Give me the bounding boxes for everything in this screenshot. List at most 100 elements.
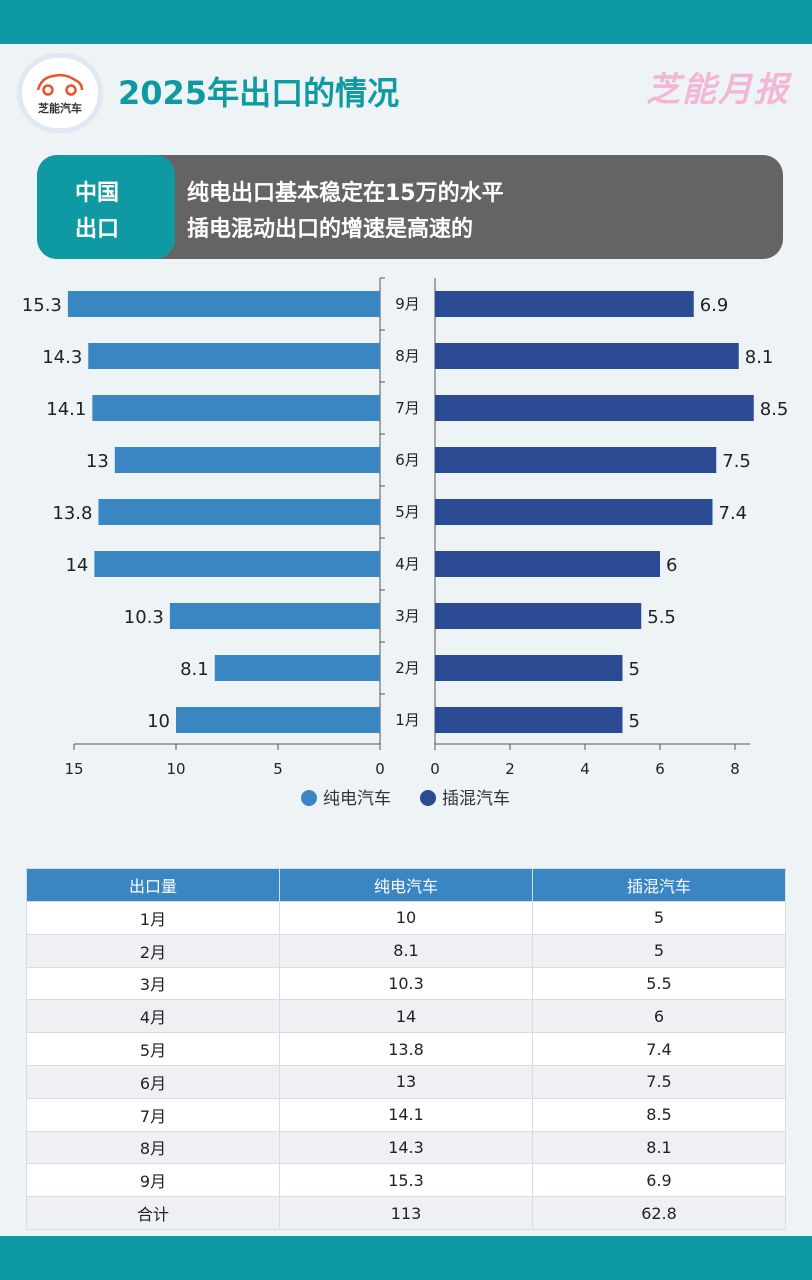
table-cell: 2月 (26, 933, 280, 968)
summary-banner: 中国 出口 纯电出口基本稳定在15万的水平 插电混动出口的增速是高速的 (37, 155, 783, 259)
car-logo-icon (36, 73, 84, 96)
phev-bar (435, 655, 623, 681)
banner-tag-line2: 出口 (75, 217, 120, 242)
brand-logo: 芝能汽车 (22, 58, 98, 128)
bev-bar (98, 499, 380, 525)
legend-phev-marker (420, 790, 436, 806)
bev-bar (88, 343, 380, 369)
table-cell: 6.9 (532, 1163, 786, 1198)
bev-data-label: 8.1 (180, 659, 209, 680)
table-cell: 8.1 (532, 1130, 786, 1165)
phev-tick-label: 2 (505, 760, 515, 778)
phev-data-label: 7.5 (722, 451, 751, 472)
bev-data-label: 13 (86, 451, 109, 472)
phev-data-label: 6.9 (700, 295, 729, 316)
phev-bar (435, 603, 642, 629)
category-label: 2月 (395, 659, 420, 677)
category-label: 3月 (395, 607, 420, 625)
table-row: 合计 113 62.8 (26, 1196, 786, 1230)
table-row: 6月 13 7.5 (26, 1064, 786, 1099)
table-cell: 5 (532, 933, 786, 968)
butterfly-bar-chart: 9月 15.3 6.9 8月 14.3 8.1 7月 14.1 8.5 6月 13 7.5 5月 13.8… (22, 277, 789, 809)
table-cell: 6月 (26, 1064, 280, 1099)
phev-bar (435, 395, 754, 421)
phev-bar (435, 499, 713, 525)
legend-bev-marker (301, 790, 317, 806)
table-row: 9月 15.3 6.9 (26, 1163, 786, 1198)
phev-data-label: 5.5 (647, 607, 676, 628)
phev-tick-label: 8 (730, 760, 740, 778)
bev-data-label: 14.3 (42, 347, 82, 368)
table-header: 出口量 (26, 868, 280, 902)
table-cell: 4月 (26, 999, 280, 1034)
bev-data-label: 10 (147, 711, 170, 732)
category-label: 8月 (395, 347, 420, 365)
table-row: 3月 10.3 5.5 (26, 966, 786, 1001)
table-header-row: 出口量 纯电汽车 插混汽车 (26, 868, 786, 902)
bottom-bar (0, 1236, 812, 1280)
table-cell: 14 (279, 999, 533, 1034)
table-cell: 8月 (26, 1130, 280, 1165)
bev-bar (169, 603, 380, 629)
bev-bar (214, 655, 380, 681)
table-cell: 6 (532, 999, 786, 1034)
table-row: 8月 14.3 8.1 (26, 1130, 786, 1165)
phev-bar (435, 291, 694, 317)
table-cell: 合计 (26, 1196, 280, 1230)
bev-bar (67, 291, 380, 317)
bev-bar (94, 551, 381, 577)
table-cell: 3月 (26, 966, 280, 1001)
phev-bar (435, 343, 739, 369)
bev-tick-label: 5 (273, 760, 283, 778)
bev-data-label: 14.1 (46, 399, 86, 420)
banner-tag-line1: 中国 (75, 181, 120, 206)
banner-tag: 中国 出口 (37, 155, 175, 259)
table-row: 1月 10 5 (26, 901, 786, 935)
export-table: 出口量 纯电汽车 插混汽车 1月 10 5 2月 8.1 5 3月 10.3 5.5 4月 14 6 5… (26, 868, 786, 1230)
table-cell: 8.5 (532, 1097, 786, 1132)
legend-bev-label: 纯电汽车 (323, 789, 391, 809)
phev-bar (435, 447, 717, 473)
table-cell: 5.5 (532, 966, 786, 1001)
table-cell: 14.3 (279, 1130, 533, 1165)
phev-tick-label: 4 (580, 760, 590, 778)
table-cell: 15.3 (279, 1163, 533, 1198)
bev-data-label: 13.8 (52, 503, 92, 524)
top-bar (0, 0, 812, 44)
category-label: 5月 (395, 503, 420, 521)
table-header: 纯电汽车 (279, 868, 533, 902)
bev-tick-label: 15 (64, 760, 83, 778)
logo-text: 芝能汽车 (38, 102, 82, 115)
phev-tick-label: 0 (430, 760, 440, 778)
bev-bar (92, 395, 381, 421)
phev-data-label: 8.5 (760, 399, 789, 420)
category-label: 9月 (395, 295, 420, 313)
table-cell: 7.5 (532, 1064, 786, 1099)
legend-phev-label: 插混汽车 (442, 789, 510, 809)
brand-wordmark: 芝能月报 (646, 70, 790, 110)
banner-line2: 插电混动出口的增速是高速的 (187, 217, 474, 242)
page-title: 2025年出口的情况 (118, 74, 400, 112)
category-label: 1月 (395, 711, 420, 729)
table-cell: 5月 (26, 1032, 280, 1066)
phev-data-label: 7.4 (719, 503, 748, 524)
category-label: 7月 (395, 399, 420, 417)
bev-data-label: 10.3 (124, 607, 164, 628)
bev-data-label: 15.3 (22, 295, 62, 316)
table-cell: 9月 (26, 1163, 280, 1198)
table-cell: 113 (279, 1196, 533, 1230)
table-cell: 10 (279, 901, 533, 935)
table-row: 4月 14 6 (26, 999, 786, 1034)
banner-line1: 纯电出口基本稳定在15万的水平 (187, 181, 504, 206)
table-cell: 13 (279, 1064, 533, 1099)
phev-data-label: 5 (629, 711, 640, 732)
table-cell: 5 (532, 901, 786, 935)
bev-data-label: 14 (65, 555, 88, 576)
table-row: 2月 8.1 5 (26, 933, 786, 968)
bev-tick-label: 10 (166, 760, 185, 778)
category-label: 6月 (395, 451, 420, 469)
table-cell: 13.8 (279, 1032, 533, 1066)
table-cell: 10.3 (279, 966, 533, 1001)
table-cell: 1月 (26, 901, 280, 935)
phev-bar (435, 707, 623, 733)
